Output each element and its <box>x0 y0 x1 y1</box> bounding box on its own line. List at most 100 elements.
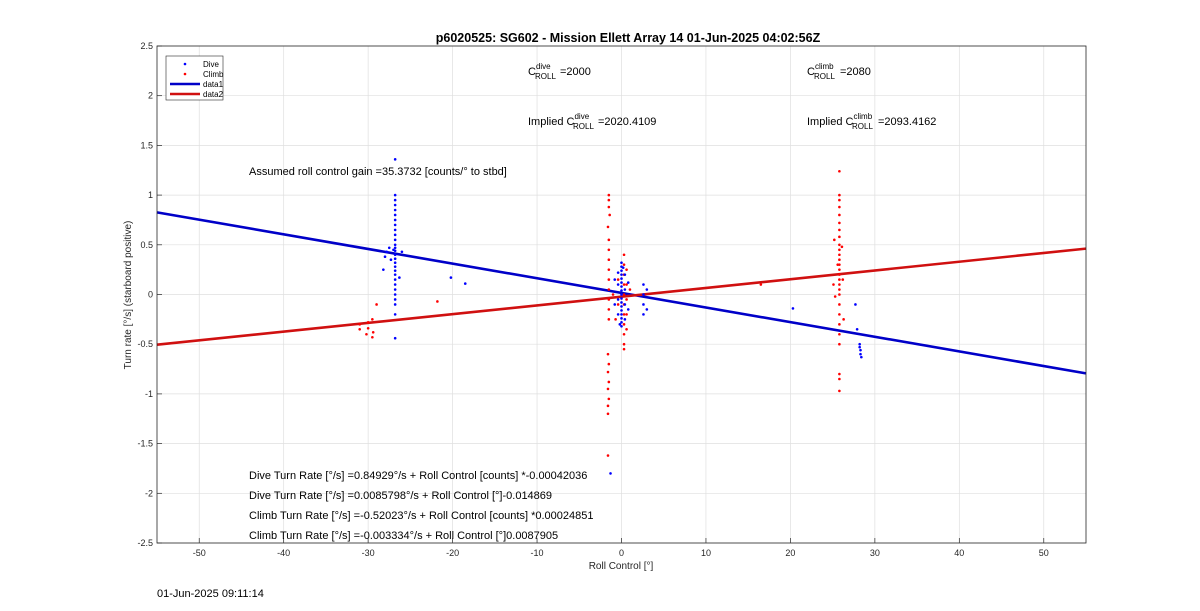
dive-point <box>393 261 397 264</box>
legend-label-data2: data2 <box>203 90 224 99</box>
legend-box <box>165 55 224 101</box>
c-roll-climb-value: =2080 <box>840 66 871 78</box>
climb-point <box>838 313 841 316</box>
dive-point <box>393 193 397 197</box>
series-data1-line <box>156 211 1087 375</box>
dive-point <box>393 208 397 212</box>
dive-point <box>383 255 387 259</box>
x-tick-label: 10 <box>701 548 711 558</box>
dive-point <box>623 318 627 321</box>
climb-point <box>622 293 626 296</box>
climb-point <box>607 205 611 209</box>
climb-point <box>838 198 841 202</box>
fit-line-data2 <box>156 247 1087 347</box>
c-roll-dive-sub: ROLL <box>535 72 556 81</box>
climb-point <box>366 321 370 324</box>
legend: Dive Climb data1 data2 <box>165 55 224 101</box>
fit-line-data1 <box>156 211 1087 375</box>
climb-point <box>622 323 626 326</box>
climb-point <box>607 278 611 281</box>
climb-point <box>838 283 841 286</box>
implied-dive-sub: ROLL <box>573 122 594 131</box>
gain-annotation: Assumed roll control gain =35.3732 [coun… <box>249 166 507 178</box>
chart-title: p6020525: SG602 - Mission Ellett Array 1… <box>436 31 821 45</box>
dive-point <box>642 283 645 286</box>
climb-point <box>838 323 841 326</box>
climb-point <box>838 193 841 197</box>
dive-point <box>393 283 397 286</box>
c-roll-dive-annotation: Cdive ROLL =2000 <box>528 62 591 81</box>
dive-point <box>393 213 397 217</box>
climb-point <box>607 258 611 262</box>
dive-point <box>642 313 645 316</box>
climb-point <box>611 293 615 296</box>
climb-point <box>838 205 841 209</box>
dive-point <box>463 282 467 285</box>
dive-point <box>855 327 859 331</box>
dive-point <box>620 281 623 284</box>
climb-point <box>838 228 841 232</box>
dive-point <box>620 289 623 292</box>
dive-point <box>620 305 623 308</box>
x-tick-label: -40 <box>277 548 290 558</box>
y-tick-label: 2 <box>148 91 153 101</box>
y-tick-label: 2.5 <box>140 41 153 51</box>
dive-point <box>620 309 623 312</box>
dive-point <box>400 250 404 254</box>
climb-point <box>836 263 840 266</box>
y-tick-label: -2.5 <box>137 538 153 548</box>
dive-point <box>393 253 397 257</box>
dive-point <box>382 268 385 271</box>
c-roll-climb-sup: climb <box>815 62 834 71</box>
climb-point <box>607 268 611 271</box>
climb-point <box>436 300 439 303</box>
climb-point <box>622 263 626 266</box>
dive-point <box>393 257 397 261</box>
dive-point <box>393 336 397 340</box>
x-tick-label: -20 <box>446 548 459 558</box>
dive-point <box>858 342 861 346</box>
climb-point <box>607 248 611 252</box>
dive-point <box>393 278 397 281</box>
x-tick-label: -30 <box>362 548 375 558</box>
dive-point <box>613 303 617 306</box>
climb-point <box>838 293 841 296</box>
dive-point <box>393 228 397 232</box>
implied-climb-annotation: Implied Cclimb ROLL =2093.4162 <box>807 112 936 131</box>
x-tick-label: -50 <box>193 548 206 558</box>
climb-point <box>358 327 361 331</box>
x-tick-label: 30 <box>870 548 880 558</box>
dive-point <box>620 325 623 328</box>
climb-point <box>607 198 611 202</box>
dive-point <box>616 313 620 316</box>
plot-frame <box>156 45 1087 544</box>
dive-point <box>645 308 649 311</box>
y-tick-label: 1 <box>148 190 153 200</box>
climb-point <box>358 323 361 326</box>
y-tick-label: 0.5 <box>140 240 153 250</box>
equation-climb-degrees: Climb Turn Rate [°/s] =-0.003334°/s + Ro… <box>249 530 558 542</box>
climb-point <box>841 278 845 281</box>
dive-point <box>393 233 397 237</box>
climb-point <box>607 193 611 197</box>
climb-point <box>838 253 841 257</box>
climb-point <box>625 283 628 286</box>
dive-point <box>385 250 389 254</box>
climb-point <box>833 238 836 242</box>
climb-point <box>607 380 611 384</box>
dive-point <box>791 307 795 310</box>
climb-point <box>606 370 610 374</box>
y-tick-label: -1.5 <box>137 439 153 449</box>
y-tick-label: -1 <box>145 389 153 399</box>
c-roll-dive-value: =2000 <box>560 66 591 78</box>
dive-point <box>398 276 401 279</box>
y-tick-labels: -2.5 -2 -1.5 -1 -0.5 0 0.5 1 1.5 2 2.5 <box>137 41 153 548</box>
climb-point <box>838 221 841 225</box>
dive-point <box>613 278 617 281</box>
climb-point <box>606 412 610 416</box>
x-tick-labels: -50 -40 -30 -20 -10 0 10 20 30 40 50 <box>193 548 1049 558</box>
dive-point <box>621 266 625 269</box>
dive-point <box>393 158 397 161</box>
climb-point <box>606 404 610 408</box>
dive-point <box>393 238 397 242</box>
